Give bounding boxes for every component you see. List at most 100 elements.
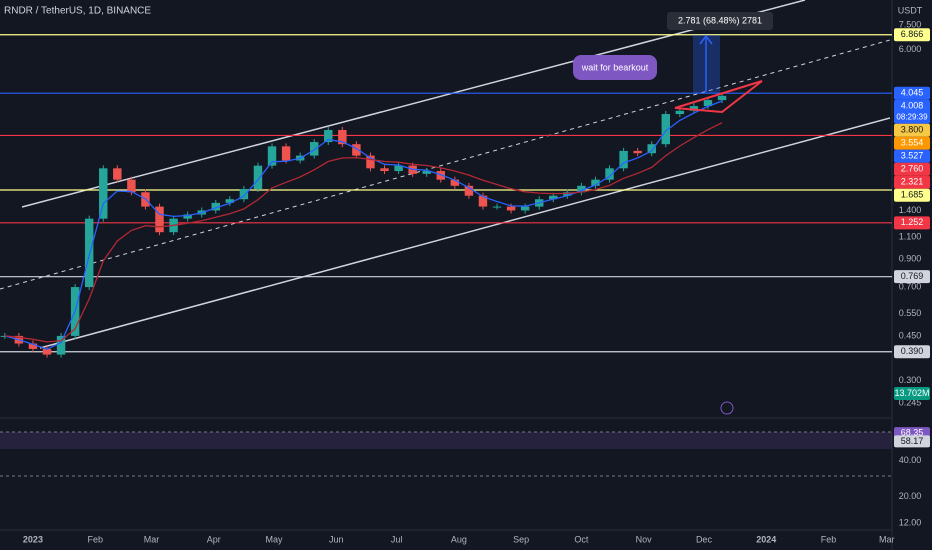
price-tag-bg	[894, 188, 930, 202]
price-tag-bg	[894, 216, 930, 230]
candle	[84, 218, 94, 288]
x-tick-label: Dec	[696, 534, 713, 544]
price-tag: 3.800	[901, 125, 924, 135]
y-tick-label: 0.550	[899, 308, 922, 318]
candle	[99, 168, 108, 219]
price-tag: 4.008	[901, 101, 924, 111]
x-tick-label: Mar	[879, 534, 895, 544]
measure-label-bg	[667, 12, 773, 30]
x-tick-label: Jun	[329, 534, 344, 544]
candle	[577, 185, 586, 193]
candle	[239, 189, 249, 200]
candle	[183, 214, 192, 219]
candle	[253, 165, 263, 190]
candle	[113, 168, 122, 180]
callout: wait for bearkout	[581, 62, 649, 72]
price-tag-bg	[894, 175, 930, 189]
price-tag-bg	[894, 270, 930, 284]
candle	[478, 195, 488, 207]
price-tag-bg	[894, 28, 930, 42]
candle	[661, 114, 671, 145]
candle	[366, 155, 375, 169]
candle	[591, 179, 600, 186]
price-tag-bg	[894, 99, 930, 124]
candle	[703, 100, 713, 107]
x-tick-label: 2023	[23, 534, 43, 544]
price-tag-bg	[894, 149, 930, 163]
price-tag: 6.866	[901, 29, 924, 39]
marks	[0, 34, 892, 358]
y-tick-label: 7.500	[899, 19, 922, 29]
candle	[211, 202, 220, 211]
y-tick-label: 0.900	[899, 254, 922, 264]
callout-bg	[573, 55, 657, 80]
candle	[28, 343, 38, 349]
candle	[267, 146, 277, 166]
candle	[127, 179, 136, 193]
x-tick-label: Apr	[207, 534, 221, 544]
price-tag-bg	[894, 345, 930, 359]
price-tag: 2.321	[901, 177, 924, 187]
x-tick-label: Nov	[636, 534, 653, 544]
candle	[394, 165, 403, 172]
x-tick-label: Aug	[451, 534, 467, 544]
candle	[338, 129, 347, 145]
price-tag: 3.554	[901, 138, 924, 148]
x-tick-label: Mar	[144, 534, 160, 544]
candle	[675, 110, 685, 115]
x-tick-label: Feb	[87, 534, 103, 544]
rsi-band	[0, 432, 892, 449]
candle	[309, 142, 319, 156]
y-tick-label: 0.300	[899, 375, 922, 385]
price-tag: 2.760	[901, 164, 924, 174]
candle	[633, 150, 642, 154]
candle	[549, 195, 558, 200]
price-tag: 0.390	[901, 346, 924, 356]
rsi-tick-label: 40.00	[899, 455, 922, 465]
y-tick-label: 1.100	[899, 231, 922, 241]
price-tag: 3.527	[901, 151, 924, 161]
candle	[506, 206, 516, 211]
candle	[520, 206, 530, 211]
rsi-tag: 58.17	[901, 436, 924, 446]
candle	[619, 150, 628, 169]
ema-fast	[4, 100, 723, 351]
rsi-tag-bg	[894, 435, 930, 448]
volume-tag: 13.702M	[894, 388, 929, 398]
candle	[281, 146, 291, 161]
candle	[225, 199, 235, 203]
channel-mid	[0, 39, 891, 290]
rsi-tag: 68.35	[901, 427, 924, 437]
candle	[155, 206, 164, 233]
price-tag: 4.045	[901, 88, 924, 98]
candle	[717, 95, 727, 101]
countdown: 08:29:39	[896, 112, 928, 121]
measure-label: 2.781 (68.48%) 2781	[678, 15, 762, 25]
candle	[450, 179, 460, 186]
channel-lower	[39, 117, 891, 349]
price-tag-bg	[894, 136, 930, 150]
y-tick-label: 6.000	[899, 44, 922, 54]
candle	[605, 168, 614, 180]
chart-title: RNDR / TetherUS, 1D, BINANCE	[4, 6, 151, 17]
candle	[492, 206, 502, 208]
candle	[380, 168, 389, 172]
alert-icon[interactable]	[720, 401, 734, 415]
x-tick-label: Sep	[513, 534, 529, 544]
candle	[464, 185, 474, 196]
candle	[352, 144, 361, 156]
volume-tag-bg	[894, 387, 930, 400]
ema-slow	[4, 122, 723, 343]
x-tick-label: Feb	[821, 534, 837, 544]
price-tag-bg	[894, 86, 930, 100]
measure-arrowhead	[699, 34, 713, 45]
wedge	[674, 80, 763, 114]
x-tick-label: 2024	[756, 534, 776, 544]
x-tick-label: Jul	[391, 534, 403, 544]
y-tick-label: 1.400	[899, 205, 922, 215]
price-tag-bg	[894, 123, 930, 137]
candle	[689, 106, 699, 111]
candle	[647, 144, 656, 154]
